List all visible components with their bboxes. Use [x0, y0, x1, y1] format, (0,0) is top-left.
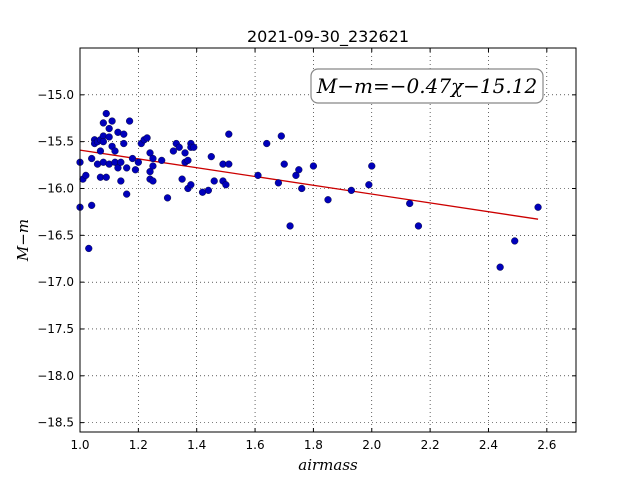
data-point: [263, 139, 271, 148]
data-point: [365, 181, 373, 189]
data-point: [190, 143, 198, 151]
data-point: [207, 153, 215, 161]
data-point: [146, 149, 154, 157]
data-point: [99, 119, 107, 127]
data-point: [82, 171, 90, 179]
x-tick-label: 1.4: [187, 438, 206, 452]
data-point: [534, 203, 542, 211]
x-tick-label: 1.0: [70, 438, 89, 452]
data-point: [414, 222, 423, 230]
y-tick-label: −17.0: [37, 275, 74, 289]
y-axis-label: M−m: [14, 219, 32, 262]
data-point: [158, 156, 166, 164]
data-point: [149, 177, 157, 185]
data-point: [123, 190, 131, 198]
data-point: [511, 237, 519, 245]
data-point: [210, 177, 218, 185]
data-point: [169, 147, 177, 155]
data-point: [286, 222, 294, 230]
fit-equation-annotation: M−m=−0.47χ−15.12: [310, 68, 544, 104]
data-point: [295, 166, 303, 174]
data-point: [368, 162, 376, 170]
data-point: [117, 177, 125, 185]
data-point: [274, 179, 283, 187]
data-point: [128, 154, 137, 163]
y-tick-label: −18.5: [37, 416, 74, 430]
x-tick-label: 2.0: [362, 438, 381, 452]
x-tick-label: 2.6: [537, 438, 556, 452]
data-point: [254, 171, 262, 179]
data-point: [88, 201, 96, 209]
y-tick-label: −15.5: [37, 135, 74, 149]
data-point: [105, 133, 113, 141]
data-point: [184, 156, 192, 164]
data-point: [99, 138, 107, 146]
data-point: [175, 143, 183, 151]
data-point: [105, 124, 113, 133]
data-point: [187, 181, 195, 189]
data-point: [146, 168, 154, 176]
chart-title: 2021-09-30_232621: [247, 27, 409, 47]
data-point: [126, 117, 134, 125]
data-point: [222, 181, 230, 189]
x-tick-label: 2.2: [421, 438, 440, 452]
data-point: [298, 184, 306, 193]
x-tick-label: 2.4: [479, 438, 498, 452]
data-point: [225, 130, 233, 138]
data-point: [292, 171, 300, 179]
data-point: [117, 158, 125, 166]
data-point: [204, 186, 212, 194]
plot-frame: [79, 47, 577, 433]
data-point: [178, 175, 186, 183]
data-point: [134, 158, 142, 166]
fit-equation-text: M−m=−0.47χ−15.12: [316, 74, 537, 98]
data-point: [309, 162, 318, 170]
x-tick-label: 1.2: [129, 438, 148, 452]
data-point: [149, 162, 157, 170]
data-point: [96, 147, 105, 155]
data-point: [111, 147, 119, 155]
y-tick-label: −17.5: [37, 322, 74, 336]
data-point: [102, 173, 110, 181]
data-point: [163, 194, 172, 202]
data-point: [149, 154, 157, 163]
y-tick-label: −16.5: [37, 228, 74, 242]
data-point: [131, 166, 140, 174]
data-point: [123, 164, 131, 172]
data-point: [143, 134, 151, 142]
fit-line: [79, 149, 539, 220]
data-point: [280, 160, 288, 168]
data-point: [181, 149, 189, 157]
x-tick-label: 1.8: [304, 438, 323, 452]
data-point: [108, 117, 116, 125]
y-tick-label: −16.0: [37, 181, 74, 195]
data-point: [324, 196, 332, 204]
x-axis-label: airmass: [298, 456, 358, 474]
data-point: [102, 109, 110, 118]
data-point: [85, 244, 93, 253]
data-point: [347, 186, 355, 194]
x-tick-label: 1.6: [246, 438, 265, 452]
y-tick-label: −15.0: [37, 88, 74, 102]
data-point: [406, 199, 414, 208]
y-tick-label: −18.0: [37, 369, 74, 383]
data-point: [114, 164, 122, 172]
data-point: [120, 139, 128, 148]
data-point: [88, 154, 96, 163]
data-point: [225, 160, 233, 168]
data-point: [120, 130, 128, 138]
data-point: [496, 263, 504, 271]
data-point: [277, 132, 285, 140]
